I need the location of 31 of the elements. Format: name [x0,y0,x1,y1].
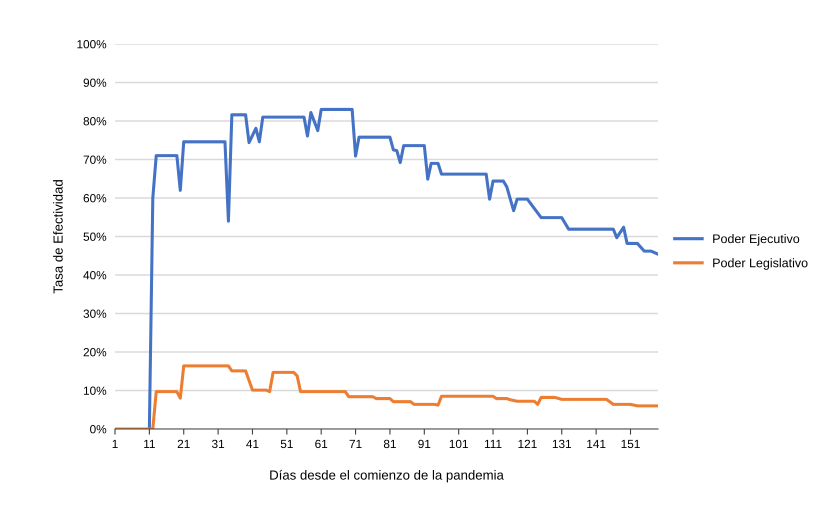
y-tick-label: 70% [84,156,106,164]
y-tick-label: 30% [83,310,106,318]
x-tick-label: 151 [622,440,640,448]
x-tick-label: 141 [587,440,606,448]
y-axis-title: Tasa de Efectividad [53,180,63,294]
x-tick-label: 11 [144,440,155,448]
y-tick-label: 60% [84,194,106,202]
x-tick-label: 41 [246,440,258,448]
x-tick-label: 121 [518,440,537,448]
x-tick-label: 81 [384,440,396,448]
x-tick-label: 101 [450,440,468,448]
x-tick-label: 91 [418,440,430,448]
x-tick-label: 51 [280,440,293,448]
legend-label: Poder Ejecutivo [713,234,800,246]
y-tick-label: 100% [77,40,106,48]
y-tick-label: 10% [84,386,106,395]
x-tick-label: 21 [178,440,190,448]
legend-label: Poder Legislativo [713,258,808,270]
x-tick-label: 111 [484,440,502,448]
x-axis-title: Días desde el comienzo de la pandemia [270,470,504,482]
y-tick-label: 90% [84,78,106,87]
y-tick-label: 40% [83,271,106,280]
x-tick-label: 61 [315,440,328,448]
x-tick-label: 31 [212,440,224,448]
y-tick-label: 80% [84,117,106,126]
y-tick-label: 50% [84,232,106,241]
x-tick-label: 71 [350,440,362,448]
x-tick-label: 1 [112,440,118,448]
x-tick-label: 131 [552,440,572,448]
y-tick-label: 0% [90,425,106,434]
y-tick-label: 20% [84,348,106,356]
